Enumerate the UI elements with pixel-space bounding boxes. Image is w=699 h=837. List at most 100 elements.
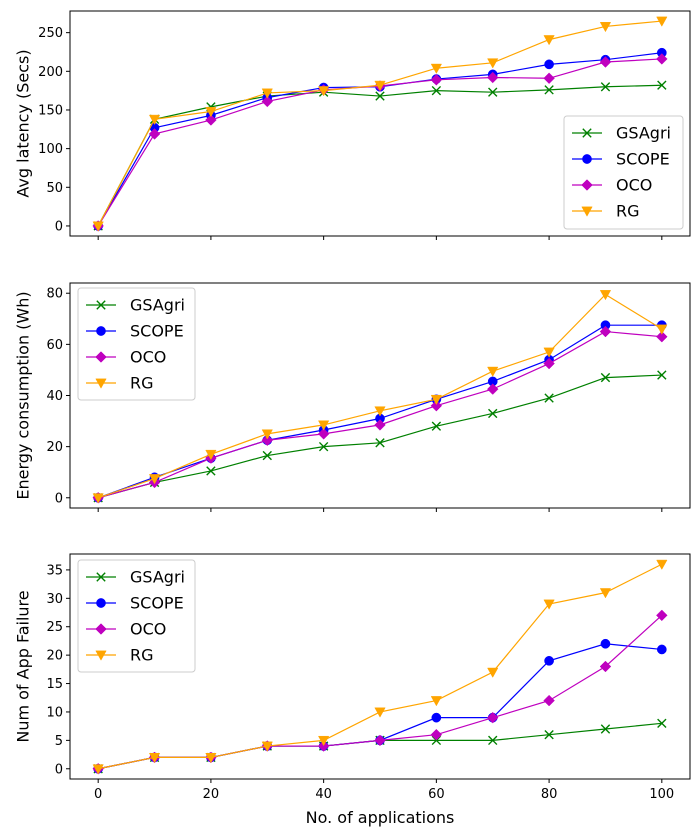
x-tick-label: 60 bbox=[428, 787, 445, 802]
legend-box bbox=[77, 559, 196, 673]
y-tick-label: 20 bbox=[46, 440, 63, 455]
y-axis-label: Num of App Failure bbox=[14, 590, 33, 742]
y-tick-label: 150 bbox=[38, 103, 63, 118]
data-point bbox=[656, 53, 668, 65]
data-point bbox=[599, 290, 612, 301]
data-point bbox=[600, 724, 611, 734]
x-tick-label: 80 bbox=[541, 787, 558, 802]
legend-entry: SCOPE bbox=[130, 594, 184, 613]
data-point bbox=[375, 438, 385, 448]
data-point bbox=[205, 107, 217, 118]
legend-entry: SCOPE bbox=[130, 322, 184, 341]
data-point bbox=[261, 429, 273, 440]
data-point bbox=[599, 660, 612, 673]
y-tick-label: 0 bbox=[55, 762, 63, 777]
legend-marker bbox=[95, 351, 107, 363]
y-tick-label: 0 bbox=[55, 491, 63, 506]
data-point bbox=[488, 87, 498, 97]
data-point bbox=[430, 74, 443, 86]
data-point bbox=[600, 372, 611, 383]
data-point bbox=[656, 330, 668, 343]
legend-entry: OCO bbox=[130, 620, 166, 639]
y-tick-label: 15 bbox=[46, 677, 63, 692]
data-point bbox=[487, 667, 499, 678]
data-point bbox=[544, 729, 554, 740]
legend-entry: OCO bbox=[616, 176, 652, 195]
data-point bbox=[600, 638, 611, 649]
data-point bbox=[599, 22, 612, 33]
data-point bbox=[543, 694, 555, 707]
data-point bbox=[430, 394, 442, 406]
data-point bbox=[599, 56, 612, 68]
data-point bbox=[148, 114, 161, 125]
data-point bbox=[486, 383, 499, 395]
data-point bbox=[544, 655, 554, 666]
data-point bbox=[486, 711, 499, 724]
data-point bbox=[600, 82, 611, 92]
chart-panel-2: 0 20 40 60 80 Energy consumption (Wh) GSAgri SC… bbox=[14, 282, 691, 512]
data-point bbox=[148, 128, 161, 140]
data-point bbox=[543, 599, 555, 610]
data-point bbox=[92, 493, 104, 504]
y-tick-label: 200 bbox=[38, 65, 63, 80]
data-point bbox=[656, 609, 668, 622]
legend: GSAgri SCOPE OCO RG bbox=[77, 559, 196, 673]
data-point bbox=[92, 221, 104, 232]
data-point bbox=[431, 85, 442, 96]
data-point bbox=[543, 72, 555, 85]
data-point bbox=[206, 466, 216, 476]
x-tick-label: 20 bbox=[203, 787, 220, 802]
data-point bbox=[431, 421, 442, 431]
data-point bbox=[148, 752, 161, 764]
y-axis-label: Avg latency (Secs) bbox=[14, 49, 33, 197]
y-tick-label: 50 bbox=[46, 181, 63, 196]
data-point bbox=[261, 95, 274, 108]
legend-marker bbox=[96, 300, 106, 310]
legend-entry: SCOPE bbox=[616, 150, 670, 169]
data-point bbox=[374, 707, 386, 718]
data-point bbox=[375, 91, 385, 101]
data-point bbox=[488, 408, 498, 419]
legend-marker bbox=[582, 154, 592, 164]
data-point bbox=[543, 357, 555, 370]
y-tick-label: 40 bbox=[46, 389, 63, 404]
data-point bbox=[262, 450, 272, 461]
y-tick-label: 10 bbox=[46, 705, 63, 720]
x-axis-label: No. of applications bbox=[306, 808, 455, 827]
axes-frame bbox=[69, 10, 691, 237]
data-point bbox=[543, 35, 555, 46]
data-point bbox=[318, 420, 330, 431]
data-point bbox=[488, 735, 498, 746]
data-point bbox=[92, 764, 104, 775]
data-point bbox=[261, 434, 274, 446]
y-tick-label: 5 bbox=[55, 734, 63, 749]
data-point bbox=[430, 728, 443, 741]
series-rg bbox=[92, 16, 668, 232]
data-point bbox=[205, 114, 217, 126]
data-point bbox=[431, 712, 442, 723]
data-point bbox=[486, 71, 499, 84]
y-tick-label: 250 bbox=[38, 26, 63, 41]
y-tick-label: 0 bbox=[55, 219, 63, 234]
chart-panel-3: 0 5 10 15 20 25 30 35 0 20 40 60 80 100 Num of App Fai… bbox=[14, 553, 691, 827]
data-point bbox=[374, 406, 386, 417]
y-axis-label: Energy consumption (Wh) bbox=[14, 291, 33, 499]
y-tick-label: 20 bbox=[46, 649, 63, 664]
series-rg bbox=[92, 559, 668, 775]
legend-box bbox=[563, 115, 684, 230]
data-point bbox=[544, 393, 554, 403]
legend-marker bbox=[581, 179, 593, 191]
y-tick-label: 30 bbox=[46, 592, 63, 607]
legend-entry: GSAgri bbox=[130, 568, 185, 587]
data-point bbox=[544, 59, 554, 70]
legend-marker bbox=[582, 128, 592, 138]
legend-marker bbox=[581, 206, 593, 217]
y-tick-label: 100 bbox=[38, 142, 63, 157]
legend-entry: GSAgri bbox=[130, 296, 185, 315]
series-oco bbox=[92, 325, 668, 504]
data-point bbox=[599, 325, 612, 338]
x-tick-label: 100 bbox=[649, 787, 674, 802]
axes-frame bbox=[69, 553, 691, 780]
x-tick-label: 40 bbox=[315, 787, 332, 802]
